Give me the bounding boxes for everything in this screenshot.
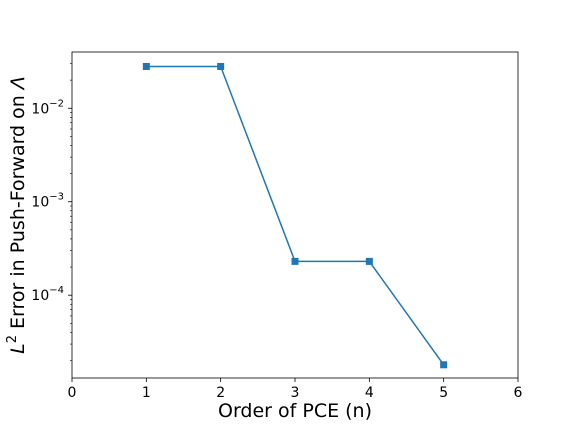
y-axis-label-domain: Λ (7, 76, 29, 91)
x-tick-label: 1 (142, 385, 151, 401)
x-tick-label: 6 (514, 385, 523, 401)
y-tick-label: 10−3 (31, 192, 64, 211)
y-axis-label: L2 Error in Push-Forward on Λ (5, 76, 29, 354)
data-point-marker (142, 62, 150, 70)
y-axis-label-symbol: L (7, 343, 29, 354)
y-axis-label-text: Error in Push-Forward on (7, 89, 29, 335)
axes (71, 51, 519, 379)
x-tick-label: 4 (365, 385, 374, 401)
y-tick-label: 10−2 (31, 98, 64, 117)
x-tick-label: 0 (68, 385, 77, 401)
x-tick-label: 3 (291, 385, 300, 401)
y-axis-label-exponent: 2 (5, 335, 20, 343)
y-axis-ticks: 10−2 10−3 10−4 (31, 63, 72, 361)
x-axis-ticks: 0 1 2 3 4 5 6 (68, 378, 523, 401)
y-tick-label: 10−4 (31, 285, 64, 304)
x-tick-label: 2 (216, 385, 225, 401)
plot-area-frame (71, 51, 519, 379)
data-point-marker (291, 257, 299, 265)
data-point-marker (217, 62, 225, 70)
series-line (146, 65, 445, 366)
series-group (142, 62, 448, 369)
x-axis-label: Order of PCE (n) (218, 400, 372, 422)
data-point-marker (365, 257, 373, 265)
x-tick-label: 5 (439, 385, 448, 401)
data-point-marker (440, 361, 448, 369)
